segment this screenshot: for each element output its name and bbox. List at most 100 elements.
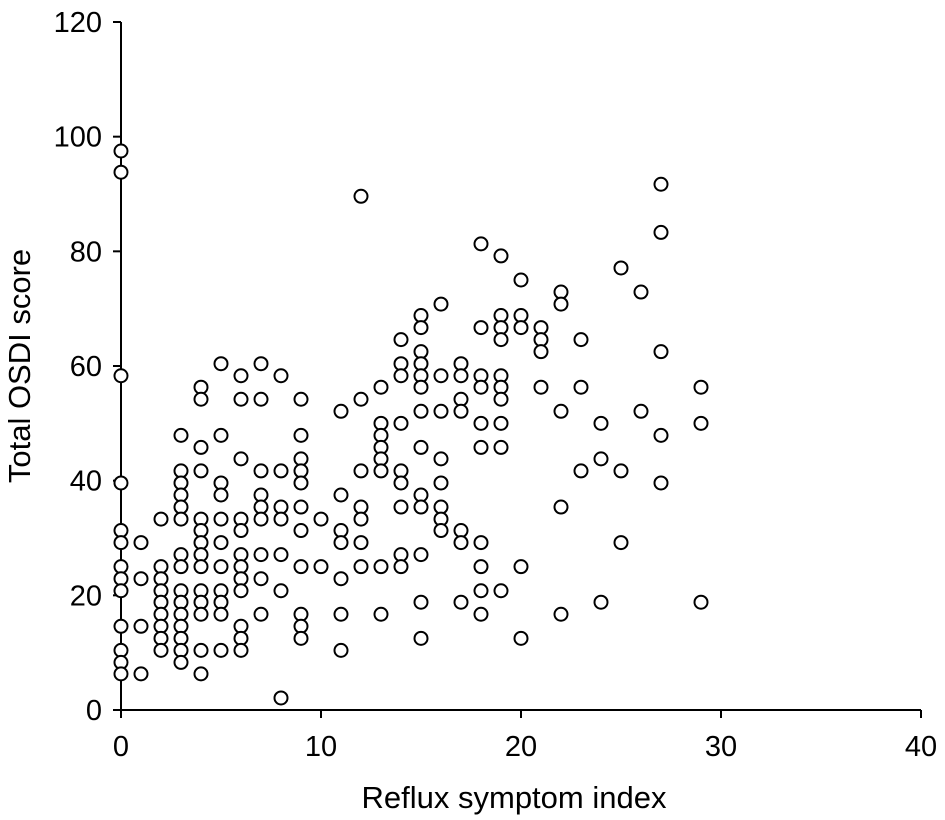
- data-point: [253, 463, 269, 479]
- data-point: [113, 164, 129, 180]
- data-point: [373, 463, 389, 479]
- data-point: [113, 618, 129, 634]
- data-point: [193, 666, 209, 682]
- data-point: [393, 499, 409, 515]
- data-point: [553, 403, 569, 419]
- data-point: [553, 499, 569, 515]
- data-point: [693, 379, 709, 395]
- data-point: [533, 379, 549, 395]
- data-point: [153, 642, 169, 658]
- data-point: [453, 594, 469, 610]
- data-point: [293, 630, 309, 646]
- data-point: [273, 463, 289, 479]
- data-point: [233, 642, 249, 658]
- y-axis-title: Total OSDI score: [2, 249, 37, 483]
- data-point: [453, 368, 469, 384]
- data-point: [473, 379, 489, 395]
- data-point: [653, 176, 669, 192]
- data-point: [393, 415, 409, 431]
- data-point: [493, 583, 509, 599]
- data-point: [333, 403, 349, 419]
- data-point: [193, 559, 209, 575]
- data-point: [353, 391, 369, 407]
- data-point: [413, 547, 429, 563]
- data-point: [513, 320, 529, 336]
- data-point: [213, 487, 229, 503]
- data-point: [653, 344, 669, 360]
- data-point: [413, 499, 429, 515]
- data-point: [353, 188, 369, 204]
- y-tick-label: 0: [86, 695, 102, 727]
- data-point: [413, 320, 429, 336]
- data-point: [233, 583, 249, 599]
- y-tick-label: 120: [54, 7, 102, 39]
- data-point: [293, 523, 309, 539]
- data-point: [433, 523, 449, 539]
- data-point: [593, 451, 609, 467]
- data-point: [213, 511, 229, 527]
- x-axis-title: Reflux symptom index: [362, 780, 667, 815]
- data-point: [173, 511, 189, 527]
- data-point: [253, 511, 269, 527]
- data-point: [533, 344, 549, 360]
- data-point: [393, 559, 409, 575]
- data-point: [113, 143, 129, 159]
- data-point: [133, 618, 149, 634]
- data-point: [613, 260, 629, 276]
- data-point: [273, 511, 289, 527]
- data-point: [633, 284, 649, 300]
- data-point: [113, 583, 129, 599]
- data-point: [553, 606, 569, 622]
- data-point: [293, 499, 309, 515]
- data-point: [373, 606, 389, 622]
- data-point: [693, 594, 709, 610]
- data-point: [453, 403, 469, 419]
- data-point: [213, 559, 229, 575]
- data-point: [513, 272, 529, 288]
- data-point: [333, 642, 349, 658]
- data-point: [373, 379, 389, 395]
- data-point: [653, 475, 669, 491]
- data-point: [353, 511, 369, 527]
- data-point: [273, 368, 289, 384]
- data-point: [373, 559, 389, 575]
- data-point: [173, 427, 189, 443]
- data-point: [393, 368, 409, 384]
- data-point: [253, 606, 269, 622]
- data-point: [133, 535, 149, 551]
- data-point: [473, 439, 489, 455]
- data-point: [213, 642, 229, 658]
- data-point: [173, 559, 189, 575]
- data-point: [473, 583, 489, 599]
- y-tick-label: 80: [70, 236, 102, 268]
- data-point: [573, 463, 589, 479]
- data-point: [293, 475, 309, 491]
- data-point: [333, 606, 349, 622]
- data-point: [413, 630, 429, 646]
- x-tick-label: 20: [505, 731, 537, 763]
- data-point: [473, 535, 489, 551]
- axes: [120, 22, 921, 711]
- data-point: [613, 463, 629, 479]
- axis-ticks: [113, 21, 922, 718]
- data-point: [573, 379, 589, 395]
- data-point: [253, 547, 269, 563]
- data-point: [113, 368, 129, 384]
- data-point: [613, 535, 629, 551]
- data-point: [273, 583, 289, 599]
- x-tick-label: 10: [305, 731, 337, 763]
- data-point: [433, 475, 449, 491]
- data-point: [193, 642, 209, 658]
- data-point: [413, 403, 429, 419]
- data-point: [553, 296, 569, 312]
- axis-tick-labels: 0 10 20 30 40 0 20 40 60 80 100 120: [54, 7, 938, 763]
- data-point: [213, 356, 229, 372]
- data-point: [353, 535, 369, 551]
- data-point: [273, 547, 289, 563]
- data-point: [433, 368, 449, 384]
- data-point: [293, 427, 309, 443]
- data-point: [573, 332, 589, 348]
- data-point: [513, 630, 529, 646]
- data-point: [493, 332, 509, 348]
- data-points: [113, 143, 709, 706]
